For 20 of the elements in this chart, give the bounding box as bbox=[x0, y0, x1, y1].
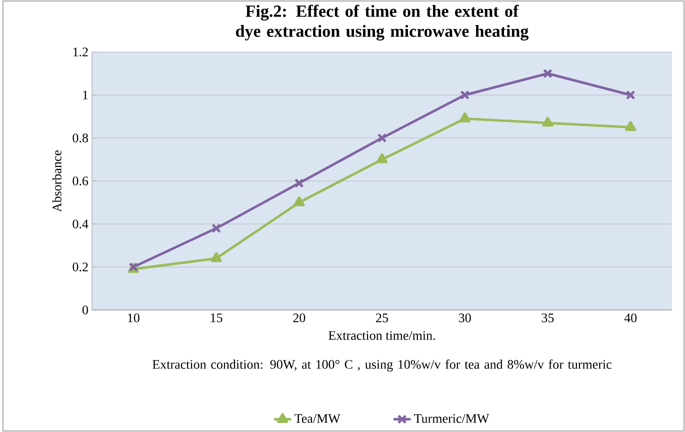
x-tick-label: 15 bbox=[210, 314, 222, 322]
y-tick-label: 0.2 bbox=[72, 262, 88, 272]
x-tick-label: 30 bbox=[458, 314, 471, 322]
y-tick-label: 0.8 bbox=[72, 134, 88, 142]
text: Extraction condition: 90W, at 100° C , using 10%w/v for tea and 8%w/v for turmeric bbox=[152, 360, 612, 372]
x-tick-label: 35 bbox=[542, 314, 554, 322]
x-tick-label: 40 bbox=[624, 314, 637, 322]
x-tick-label: 20 bbox=[293, 314, 306, 322]
y-tick-label: 0.4 bbox=[72, 220, 88, 228]
y-tick-label: 1.2 bbox=[73, 48, 88, 56]
legend-label: Turmeric/MW bbox=[414, 414, 490, 423]
y-tick-label: 0.6 bbox=[72, 176, 88, 186]
chart-title: Fig.2: Effect of time on the extent of dye extraction using microwave heating bbox=[236, 4, 529, 40]
y-axis-title: Absorbance bbox=[52, 150, 62, 212]
x-tick-label: 10 bbox=[128, 314, 140, 322]
x-axis-title: Extraction time/min. bbox=[328, 331, 435, 340]
legend-label: Tea/MW bbox=[294, 414, 340, 423]
y-tick-label: 1 bbox=[83, 90, 88, 100]
x-tick-label: 25 bbox=[376, 314, 388, 322]
y-tick-label: 0 bbox=[82, 306, 88, 314]
